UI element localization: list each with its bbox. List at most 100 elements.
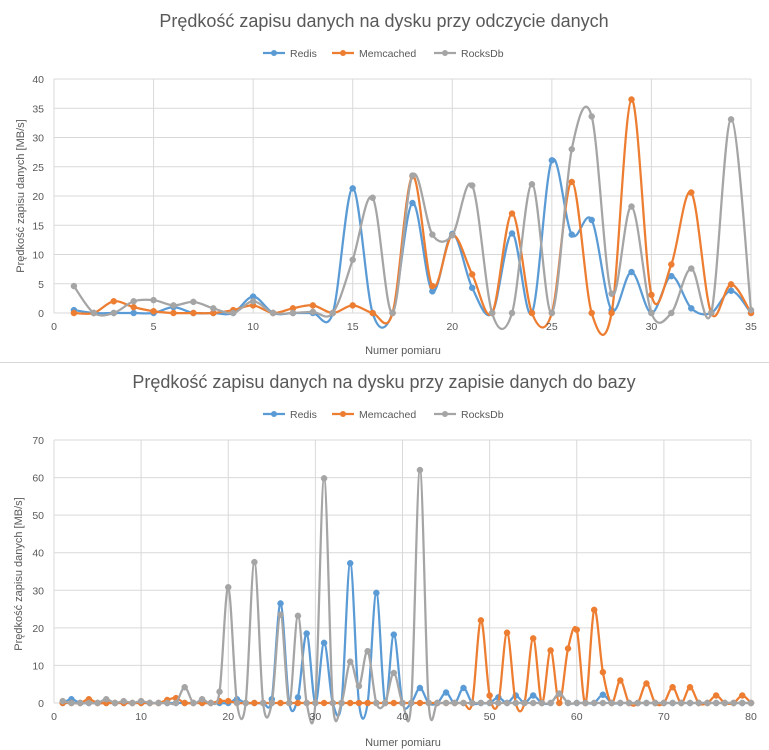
data-point-memcached <box>346 699 354 707</box>
legend-label: Memcached <box>359 48 416 60</box>
data-point-rocksdb <box>294 612 302 620</box>
data-point-rocksdb <box>111 699 119 707</box>
data-point-rocksdb <box>150 296 157 304</box>
data-point-rocksdb <box>399 699 406 707</box>
data-point-rocksdb <box>564 699 572 707</box>
data-point-rocksdb <box>721 699 729 707</box>
data-point-rocksdb <box>669 699 676 707</box>
data-point-memcached <box>669 683 676 691</box>
y-axis-label: Prędkość zapisu danych [MB/s] <box>15 119 27 272</box>
data-point-rocksdb <box>309 308 317 316</box>
y-tick-label: 20 <box>32 191 44 203</box>
x-tick-label: 25 <box>546 321 558 333</box>
data-point-rocksdb <box>547 699 554 707</box>
data-point-rocksdb <box>707 309 715 317</box>
y-tick-label: 25 <box>32 162 44 174</box>
data-point-memcached <box>556 699 563 707</box>
data-point-rocksdb <box>429 231 436 238</box>
data-point-rocksdb <box>249 298 257 305</box>
data-point-memcached <box>588 309 595 317</box>
data-point-rocksdb <box>573 699 580 707</box>
data-point-rocksdb <box>120 697 127 705</box>
data-point-rocksdb <box>198 695 206 703</box>
data-point-rocksdb <box>678 699 685 707</box>
x-tick-label: 35 <box>745 321 757 333</box>
data-point-rocksdb <box>747 306 755 314</box>
legend-item-redis: Redis <box>263 48 317 60</box>
data-point-memcached <box>568 178 576 186</box>
x-tick-label: 10 <box>135 711 147 723</box>
data-point-rocksdb <box>648 309 655 317</box>
data-point-rocksdb <box>521 699 528 707</box>
legend-marker <box>271 50 277 56</box>
data-point-rocksdb <box>407 699 415 707</box>
y-tick-label: 0 <box>38 698 44 710</box>
data-point-rocksdb <box>130 298 137 305</box>
data-point-memcached <box>590 606 598 614</box>
series-layer <box>70 96 755 336</box>
y-tick-label: 0 <box>38 308 44 320</box>
data-point-rocksdb <box>155 699 162 707</box>
data-point-rocksdb <box>477 699 485 707</box>
x-axis-label: Numer pomiaru <box>365 345 441 357</box>
data-point-rocksdb <box>76 699 84 707</box>
legend-marker <box>340 411 346 417</box>
x-tick-label: 50 <box>484 711 496 723</box>
data-point-rocksdb <box>704 699 711 707</box>
data-point-redis <box>349 185 356 192</box>
chart-panel-read: Prędkość zapisu danych na dysku przy odc… <box>0 0 769 363</box>
data-point-memcached <box>668 261 675 268</box>
data-point-rocksdb <box>449 231 456 239</box>
data-point-redis <box>373 589 380 597</box>
data-point-rocksdb <box>568 145 576 153</box>
data-point-rocksdb <box>582 699 589 707</box>
data-point-rocksdb <box>90 309 98 317</box>
data-point-rocksdb <box>338 699 345 707</box>
x-tick-label: 20 <box>222 711 234 723</box>
series-line-redis <box>62 562 751 720</box>
data-point-rocksdb <box>488 309 496 317</box>
legend-item-rocksdb: RocksDb <box>434 48 504 60</box>
data-point-memcached <box>468 271 476 278</box>
data-point-rocksdb <box>651 699 659 707</box>
data-point-redis <box>294 694 302 701</box>
ticks: 0 10 20 30 40 50 60 70 0 10 20 30 40 50 60 70 80 <box>32 435 757 723</box>
data-point-rocksdb <box>590 699 598 707</box>
x-tick-label: 0 <box>51 321 57 333</box>
data-point-rocksdb <box>688 265 695 272</box>
data-point-rocksdb <box>329 309 337 317</box>
chart-panel-write: Prędkość zapisu danych na dysku przy zap… <box>0 363 769 750</box>
data-point-rocksdb <box>548 309 556 317</box>
data-point-memcached <box>225 697 232 705</box>
data-point-memcached <box>648 291 655 299</box>
data-point-rocksdb <box>137 697 145 705</box>
data-point-redis <box>346 559 354 567</box>
data-point-rocksdb <box>451 699 459 707</box>
data-point-rocksdb <box>259 699 267 707</box>
data-point-redis <box>409 199 416 207</box>
data-point-rocksdb <box>103 695 110 703</box>
data-point-memcached <box>608 309 615 317</box>
x-tick-label: 20 <box>446 321 458 333</box>
data-point-rocksdb <box>329 699 337 707</box>
data-point-rocksdb <box>349 256 356 264</box>
data-point-redis <box>277 600 284 607</box>
data-point-redis <box>390 631 398 638</box>
data-point-memcached <box>110 298 117 305</box>
data-point-rocksdb <box>416 466 424 474</box>
data-point-rocksdb <box>355 682 363 690</box>
data-point-rocksdb <box>608 699 615 707</box>
data-point-rocksdb <box>225 584 232 591</box>
legend-marker <box>271 411 277 417</box>
data-point-rocksdb <box>617 699 624 707</box>
data-point-rocksdb <box>269 309 277 317</box>
data-point-rocksdb <box>686 699 694 707</box>
data-point-rocksdb <box>512 699 520 707</box>
legend-item-memcached: Memcached <box>332 409 416 421</box>
x-tick-label: 5 <box>151 321 157 333</box>
data-point-redis <box>568 231 576 238</box>
legend: Redis Memcached RocksDb <box>263 48 504 60</box>
y-tick-label: 40 <box>32 548 44 560</box>
data-point-redis <box>320 639 328 647</box>
chart-title: Prędkość zapisu danych na dysku przy zap… <box>132 372 635 392</box>
